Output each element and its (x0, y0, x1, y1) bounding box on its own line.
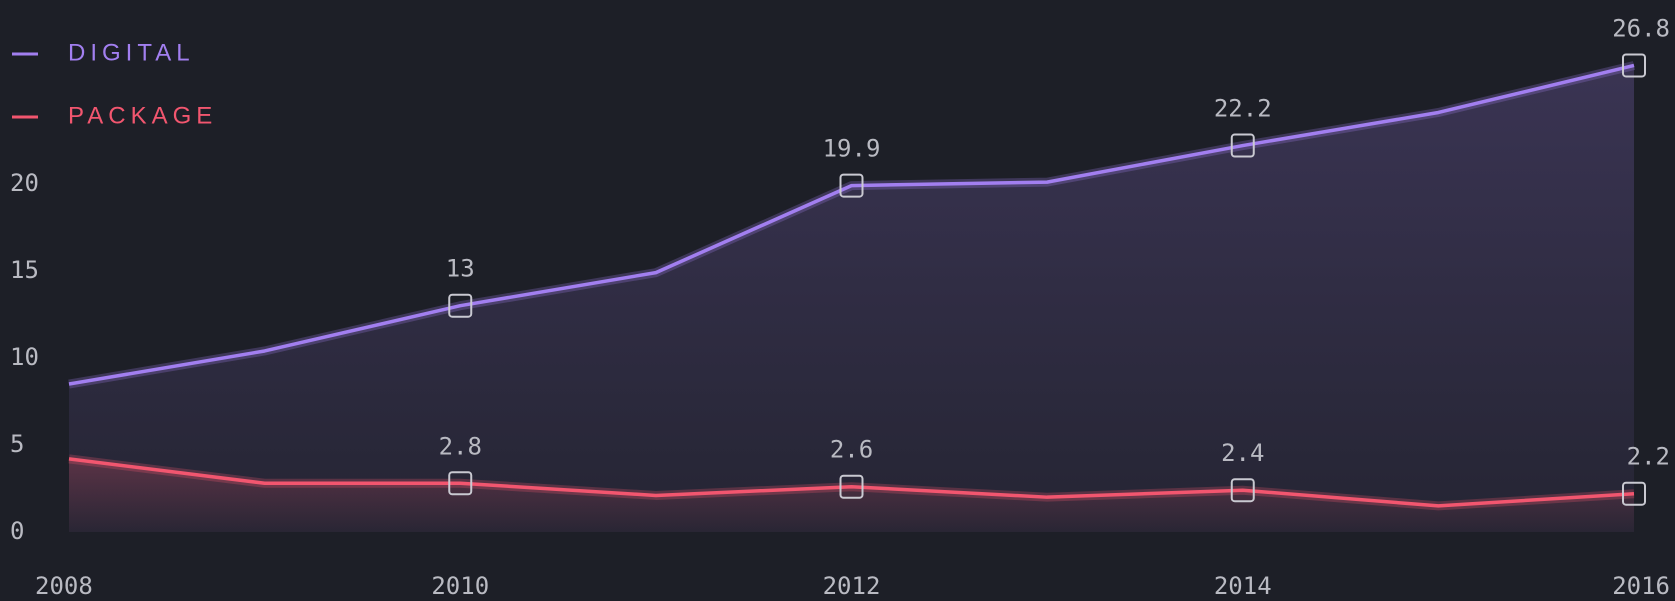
area (69, 65, 1634, 533)
point-marker (839, 474, 864, 499)
area (69, 458, 1634, 532)
legend-text: PACKAGE (68, 102, 217, 129)
data-label: 2.2 (1627, 443, 1670, 471)
y-tick-label: 15 (10, 256, 39, 284)
point-marker (1622, 53, 1646, 78)
point-marker (448, 471, 473, 496)
y-tick-label: 20 (10, 169, 39, 197)
point-marker (839, 173, 864, 198)
x-tick-label: 2014 (1214, 572, 1272, 600)
x-tick-label: 2010 (431, 572, 489, 600)
y-tick-label: 0 (10, 517, 24, 545)
data-label: 13 (446, 255, 475, 283)
point-marker (1230, 478, 1255, 503)
line (68, 457, 1635, 508)
y-tick-label: 10 (10, 343, 39, 371)
point-marker (1622, 481, 1646, 506)
point-marker (1230, 133, 1255, 158)
data-label: 2.4 (1221, 439, 1264, 467)
data-label: 2.6 (830, 436, 873, 464)
x-tick-label: 2008 (35, 572, 93, 600)
y-tick-label: 5 (10, 430, 24, 458)
data-label: 22.2 (1214, 95, 1272, 123)
x-tick-label: 2016 (1612, 572, 1670, 600)
x-tick-label: 2012 (823, 572, 881, 600)
legend-text: DIGITAL (68, 39, 195, 66)
data-label: 26.8 (1612, 14, 1670, 42)
data-label: 2.8 (439, 432, 482, 460)
data-label: 19.9 (823, 135, 881, 163)
point-marker (448, 293, 473, 318)
line (68, 63, 1635, 386)
